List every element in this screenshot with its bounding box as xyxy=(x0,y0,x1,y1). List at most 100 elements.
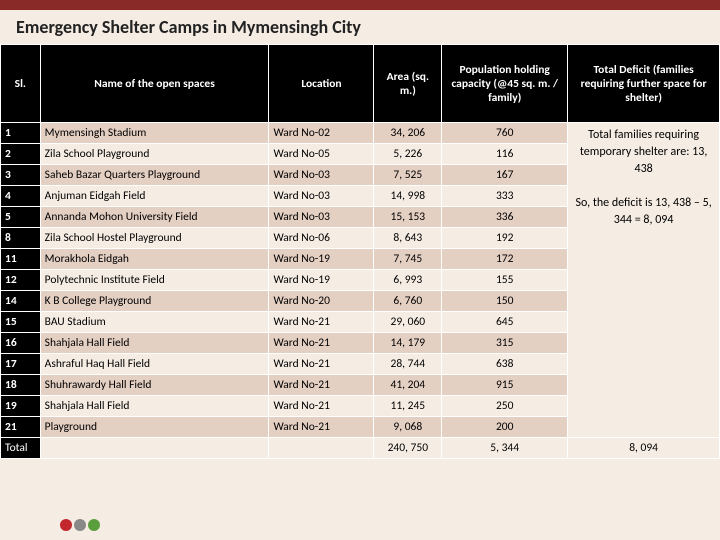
cell-name: Zila School Hostel Playground xyxy=(40,228,269,249)
cell-sl: 8 xyxy=(1,228,41,249)
cell-pop: 333 xyxy=(442,186,568,207)
cell-pop: 116 xyxy=(442,144,568,165)
total-name-empty xyxy=(40,438,269,459)
cell-pop: 915 xyxy=(442,375,568,396)
cell-location: Ward No-03 xyxy=(269,165,374,186)
cell-area: 6, 993 xyxy=(374,270,442,291)
table-row: 1Mymensingh StadiumWard No-0234, 206760T… xyxy=(1,123,720,144)
total-deficit: 8, 094 xyxy=(568,438,720,459)
total-label: Total xyxy=(1,438,41,459)
th-deficit: Total Deficit (families requiring furthe… xyxy=(568,45,720,123)
cell-name: BAU Stadium xyxy=(40,312,269,333)
cell-location: Ward No-02 xyxy=(269,123,374,144)
cell-sl: 4 xyxy=(1,186,41,207)
cell-pop: 155 xyxy=(442,270,568,291)
cell-location: Ward No-21 xyxy=(269,375,374,396)
deficit-para-2: So, the deficit is 13, 438 – 5, 344 = 8,… xyxy=(572,195,715,229)
cell-area: 5, 226 xyxy=(374,144,442,165)
cell-sl: 2 xyxy=(1,144,41,165)
cell-area: 15, 153 xyxy=(374,207,442,228)
cell-area: 34, 206 xyxy=(374,123,442,144)
cell-name: Mymensingh Stadium xyxy=(40,123,269,144)
cell-pop: 200 xyxy=(442,417,568,438)
cell-name: Shahjala Hall Field xyxy=(40,333,269,354)
th-pop: Population holding capacity (@45 sq. m. … xyxy=(442,45,568,123)
logo-dot-green-icon xyxy=(88,519,100,531)
cell-sl: 16 xyxy=(1,333,41,354)
cell-name: K B College Playground xyxy=(40,291,269,312)
logo-dot-red-icon xyxy=(60,519,72,531)
th-area: Area (sq. m.) xyxy=(374,45,442,123)
table-header-row: Sl. Name of the open spaces Location Are… xyxy=(1,45,720,123)
cell-sl: 11 xyxy=(1,249,41,270)
total-loc-empty xyxy=(269,438,374,459)
cell-area: 28, 744 xyxy=(374,354,442,375)
th-sl: Sl. xyxy=(1,45,41,123)
cell-pop: 760 xyxy=(442,123,568,144)
cell-pop: 645 xyxy=(442,312,568,333)
cell-area: 7, 745 xyxy=(374,249,442,270)
logo-dot-gray-icon xyxy=(74,519,86,531)
cell-sl: 5 xyxy=(1,207,41,228)
cell-pop: 315 xyxy=(442,333,568,354)
cell-location: Ward No-21 xyxy=(269,354,374,375)
deficit-summary-cell: Total families requiring temporary shelt… xyxy=(568,123,720,438)
cell-area: 41, 204 xyxy=(374,375,442,396)
total-area: 240, 750 xyxy=(374,438,442,459)
cell-pop: 150 xyxy=(442,291,568,312)
cell-pop: 250 xyxy=(442,396,568,417)
cell-location: Ward No-03 xyxy=(269,207,374,228)
total-pop: 5, 344 xyxy=(442,438,568,459)
cell-area: 29, 060 xyxy=(374,312,442,333)
cell-area: 11, 245 xyxy=(374,396,442,417)
cell-location: Ward No-03 xyxy=(269,186,374,207)
cell-sl: 21 xyxy=(1,417,41,438)
cell-name: Shuhrawardy Hall Field xyxy=(40,375,269,396)
cell-name: Playground xyxy=(40,417,269,438)
cell-name: Polytechnic Institute Field xyxy=(40,270,269,291)
cell-name: Shahjala Hall Field xyxy=(40,396,269,417)
cell-area: 14, 998 xyxy=(374,186,442,207)
page-title: Emergency Shelter Camps in Mymensingh Ci… xyxy=(0,10,720,44)
cell-location: Ward No-19 xyxy=(269,249,374,270)
cell-pop: 336 xyxy=(442,207,568,228)
table-total-row: Total 240, 7505, 3448, 094 xyxy=(1,438,720,459)
deficit-para-1: Total families requiring temporary shelt… xyxy=(572,127,715,177)
cell-location: Ward No-05 xyxy=(269,144,374,165)
cell-pop: 167 xyxy=(442,165,568,186)
cell-name: Annanda Mohon University Field xyxy=(40,207,269,228)
cell-name: Saheb Bazar Quarters Playground xyxy=(40,165,269,186)
th-location: Location xyxy=(269,45,374,123)
cell-location: Ward No-21 xyxy=(269,333,374,354)
cell-sl: 14 xyxy=(1,291,41,312)
cell-location: Ward No-21 xyxy=(269,417,374,438)
cell-sl: 3 xyxy=(1,165,41,186)
cell-name: Morakhola Eidgah xyxy=(40,249,269,270)
cell-sl: 18 xyxy=(1,375,41,396)
cell-location: Ward No-06 xyxy=(269,228,374,249)
cell-pop: 192 xyxy=(442,228,568,249)
shelter-table: Sl. Name of the open spaces Location Are… xyxy=(0,44,720,459)
footer-logo xyxy=(60,514,130,536)
cell-sl: 12 xyxy=(1,270,41,291)
cell-name: Zila School Playground xyxy=(40,144,269,165)
cell-location: Ward No-21 xyxy=(269,312,374,333)
cell-name: Anjuman Eidgah Field xyxy=(40,186,269,207)
cell-area: 6, 760 xyxy=(374,291,442,312)
cell-area: 9, 068 xyxy=(374,417,442,438)
cell-pop: 172 xyxy=(442,249,568,270)
cell-location: Ward No-20 xyxy=(269,291,374,312)
th-name: Name of the open spaces xyxy=(40,45,269,123)
cell-area: 8, 643 xyxy=(374,228,442,249)
cell-sl: 15 xyxy=(1,312,41,333)
cell-location: Ward No-19 xyxy=(269,270,374,291)
cell-sl: 17 xyxy=(1,354,41,375)
cell-location: Ward No-21 xyxy=(269,396,374,417)
cell-pop: 638 xyxy=(442,354,568,375)
cell-sl: 1 xyxy=(1,123,41,144)
cell-area: 14, 179 xyxy=(374,333,442,354)
header-accent-bar xyxy=(0,0,720,10)
cell-name: Ashraful Haq Hall Field xyxy=(40,354,269,375)
cell-sl: 19 xyxy=(1,396,41,417)
cell-area: 7, 525 xyxy=(374,165,442,186)
